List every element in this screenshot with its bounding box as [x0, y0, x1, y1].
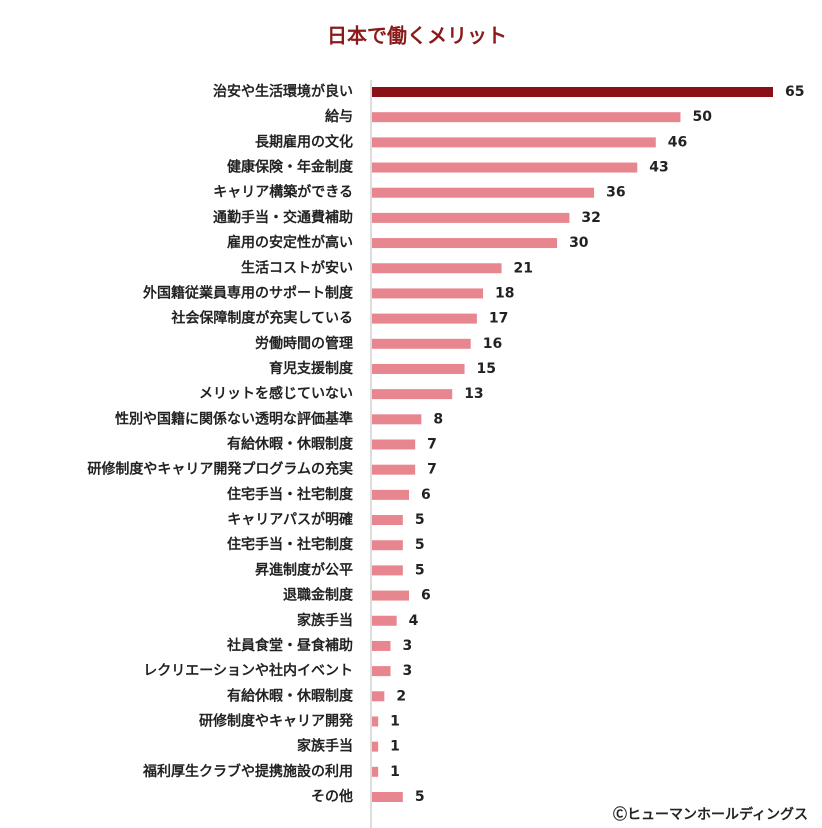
value-label: 8	[433, 411, 443, 427]
bar	[372, 489, 410, 500]
category-label: 家族手当	[297, 738, 353, 755]
category-label: その他	[311, 788, 353, 805]
bar	[372, 162, 638, 173]
value-label: 7	[427, 437, 437, 453]
value-label: 50	[692, 109, 712, 125]
value-label: 6	[421, 588, 431, 604]
value-label: 5	[415, 512, 425, 528]
value-label: 6	[421, 487, 431, 503]
category-label: キャリア構築ができる	[213, 184, 353, 201]
bar	[372, 263, 502, 274]
category-label: 研修制度やキャリア開発	[199, 712, 354, 729]
bar	[372, 590, 410, 601]
bar	[372, 515, 403, 526]
category-label: 有給休暇・休暇制度	[227, 687, 354, 704]
value-label: 65	[785, 84, 804, 100]
bar	[372, 187, 595, 198]
bar	[372, 313, 477, 324]
category-label: 福利厚生クラブや提携施設の利用	[142, 763, 353, 780]
bar	[372, 389, 453, 400]
category-label: 有給休暇・休暇制度	[227, 436, 354, 453]
bar	[372, 615, 397, 626]
value-label: 5	[415, 789, 425, 805]
category-label: 長期雇用の文化	[255, 133, 353, 150]
value-label: 4	[409, 613, 419, 629]
bar	[372, 766, 379, 777]
category-label: 社員食堂・昼食補助	[226, 637, 353, 654]
value-label: 1	[390, 713, 400, 729]
category-label: 社会保障制度が充実している	[170, 310, 353, 327]
category-label: 外国籍従業員専用のサポート制度	[143, 284, 354, 301]
value-label: 43	[649, 160, 668, 176]
bar	[372, 212, 570, 223]
value-label: 5	[415, 537, 425, 553]
bar	[372, 464, 416, 475]
value-label: 36	[606, 185, 625, 201]
source-note: Ⓒヒューマンホールディングス	[613, 806, 808, 823]
category-label: 労働時間の管理	[255, 335, 353, 352]
category-label: 雇用の安定性が高い	[227, 234, 353, 251]
bar	[372, 540, 403, 551]
value-label: 3	[403, 638, 413, 654]
value-label: 32	[581, 210, 600, 226]
bar	[372, 666, 391, 677]
bar	[372, 338, 471, 349]
value-label: 30	[569, 235, 589, 251]
category-label: 育児支援制度	[269, 360, 354, 377]
value-label: 1	[390, 764, 400, 780]
value-label: 2	[396, 688, 406, 704]
value-label: 13	[464, 386, 483, 402]
category-label: 生活コストが安い	[241, 259, 353, 276]
category-label: 通勤手当・交通費補助	[213, 209, 353, 226]
bar	[372, 87, 773, 97]
bar	[372, 414, 422, 425]
chart-title: 日本で働くメリット	[327, 24, 507, 48]
value-label: 15	[477, 361, 496, 377]
value-label: 18	[495, 285, 514, 301]
value-label: 46	[668, 134, 687, 150]
value-label: 21	[514, 260, 533, 276]
category-label: 研修制度やキャリア開発プログラムの充実	[87, 461, 353, 478]
category-label: 退職金制度	[283, 587, 354, 604]
value-label: 1	[390, 739, 400, 755]
bar	[372, 439, 416, 450]
category-label: 家族手当	[297, 612, 353, 629]
bar	[372, 288, 484, 299]
bar	[372, 691, 385, 702]
value-label: 17	[489, 311, 508, 327]
category-label: 昇進制度が公平	[255, 561, 353, 578]
category-label: 健康保険・年金制度	[227, 159, 354, 176]
bar	[372, 716, 379, 727]
bar	[372, 112, 681, 123]
value-label: 16	[483, 336, 502, 352]
value-label: 7	[427, 462, 437, 478]
category-label: キャリアパスが明確	[227, 511, 353, 528]
category-label: 住宅手当・社宅制度	[227, 486, 354, 503]
category-label: 性別や国籍に関係ない透明な評価基準	[115, 410, 353, 427]
value-label: 3	[403, 663, 413, 679]
value-label: 5	[415, 562, 425, 578]
category-label: レクリエーションや社内イベント	[143, 662, 353, 679]
category-label: メリットを感じていない	[199, 385, 353, 402]
bar	[372, 640, 391, 651]
category-label: 住宅手当・社宅制度	[227, 536, 354, 553]
bar	[372, 741, 379, 752]
bar	[372, 238, 558, 249]
bar	[372, 363, 465, 374]
bar	[372, 137, 656, 148]
category-label: 治安や生活環境が良い	[213, 83, 353, 100]
bar	[372, 792, 403, 802]
bar	[372, 565, 403, 576]
category-label: 給与	[325, 108, 353, 125]
